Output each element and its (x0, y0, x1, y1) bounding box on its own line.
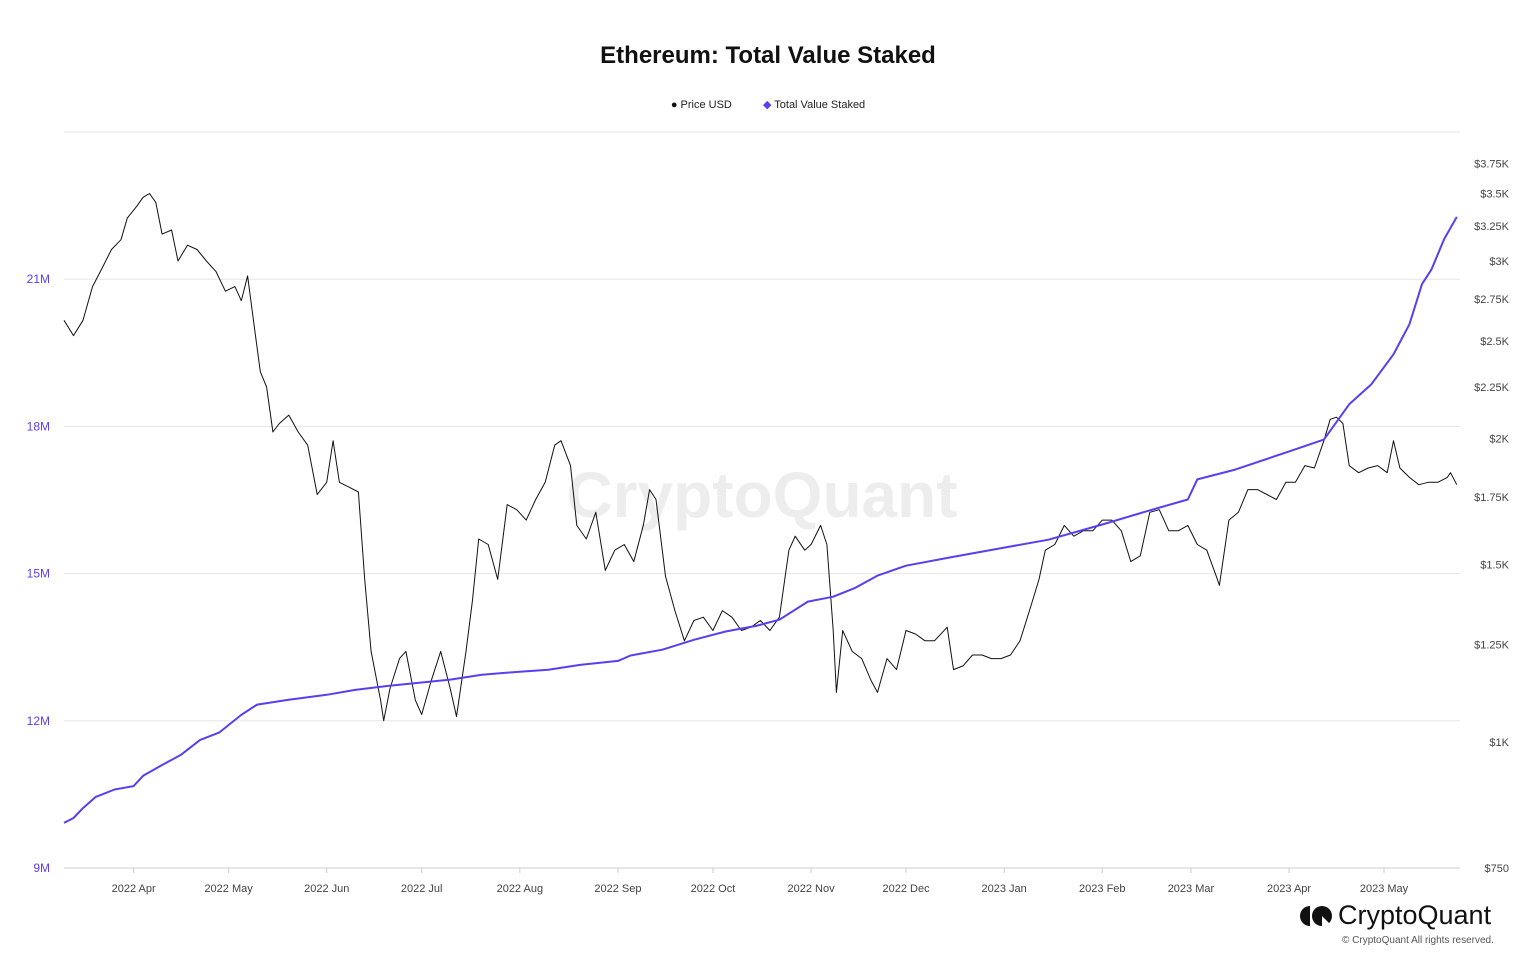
y-left-tick-label: 15M (27, 567, 50, 581)
y-right-tick-label: $3.25K (1474, 221, 1510, 233)
x-tick-label: 2023 Jan (982, 883, 1027, 895)
y-left-tick-label: 9M (33, 861, 50, 875)
x-tick-label: 2022 Jul (401, 883, 443, 895)
x-tick-label: 2022 Aug (497, 883, 544, 895)
y-left-tick-label: 21M (27, 272, 50, 286)
x-tick-label: 2023 Feb (1079, 883, 1125, 895)
y-left-tick-label: 12M (27, 714, 50, 728)
legend-label-staked: Total Value Staked (774, 99, 866, 111)
y-right-tick-label: $3K (1489, 256, 1509, 268)
chart-title: Ethereum: Total Value Staked (600, 42, 936, 69)
x-tick-label: 2022 Jun (304, 883, 349, 895)
legend-item-price[interactable]: ● Price USD (671, 99, 732, 111)
x-tick-label: 2023 Apr (1267, 883, 1311, 895)
watermark: CryptoQuant (566, 459, 957, 531)
y-right-tick-label: $2.25K (1474, 382, 1510, 394)
x-tick-label: 2023 Mar (1168, 883, 1215, 895)
brand-logo: CryptoQuant (1298, 900, 1491, 931)
brand-name: CryptoQuant (1338, 900, 1492, 930)
y-right-tick-label: $750 (1485, 863, 1509, 875)
y-left-tick-label: 18M (27, 419, 50, 433)
legend-label-price: Price USD (680, 99, 732, 111)
x-tick-label: 2022 Oct (691, 883, 736, 895)
price-usd-line (63, 193, 1458, 722)
legend: ● Price USD ◆ Total Value Staked (0, 98, 1536, 111)
y-right-tick-label: $3.5K (1480, 189, 1509, 201)
x-tick-label: 2022 Dec (882, 883, 930, 895)
x-tick-label: 2022 May (204, 883, 253, 895)
y-right-tick-label: $2.75K (1474, 294, 1510, 306)
y-right-tick-label: $2.5K (1480, 336, 1509, 348)
total-value-staked-line (63, 216, 1458, 824)
y-right-tick-label: $1.75K (1474, 492, 1510, 504)
x-tick-label: 2022 Apr (112, 883, 156, 895)
x-tick-label: 2023 May (1360, 883, 1409, 895)
y-right-tick-label: $2K (1489, 434, 1509, 446)
diamond-icon: ◆ (762, 99, 772, 111)
x-tick-label: 2022 Nov (788, 883, 836, 895)
y-right-tick-label: $1.5K (1480, 560, 1509, 572)
legend-item-staked[interactable]: ◆ Total Value Staked (763, 99, 865, 111)
y-right-tick-label: $1K (1489, 737, 1509, 749)
dot-icon: ● (670, 99, 678, 111)
y-right-tick-label: $1.25K (1474, 639, 1510, 651)
copyright: © CryptoQuant All rights reserved. (1342, 935, 1494, 946)
x-tick-label: 2022 Sep (594, 883, 641, 895)
y-right-tick-label: $3.75K (1474, 158, 1510, 170)
cryptoquant-logo-icon (1300, 905, 1332, 926)
